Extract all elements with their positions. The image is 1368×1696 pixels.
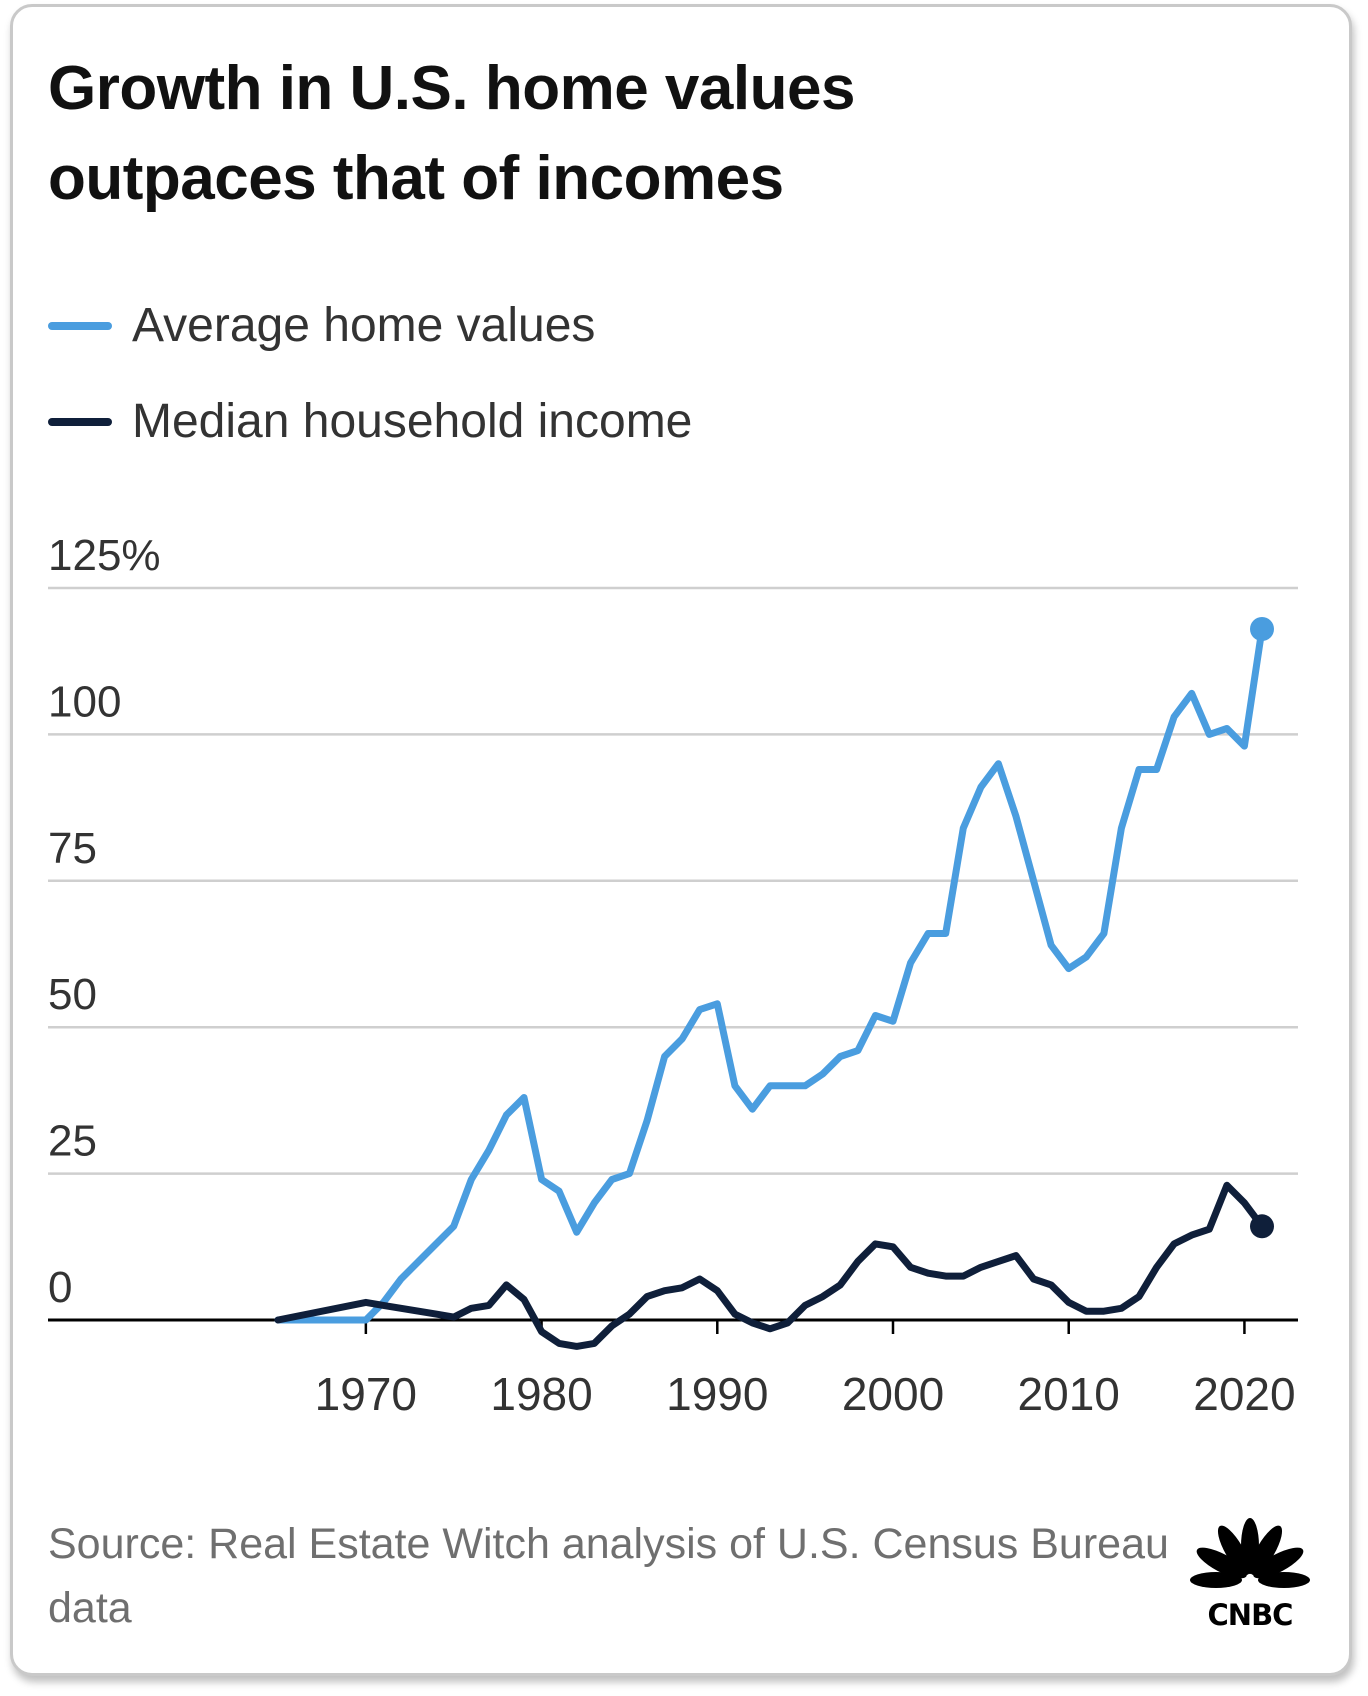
cnbc-logo-text: CNBC bbox=[1207, 1598, 1294, 1632]
series-line-household-income bbox=[274, 1181, 1266, 1350]
legend-label-household-income: Median household income bbox=[132, 395, 693, 448]
chart-title-line-1: Growth in U.S. home values bbox=[48, 54, 855, 123]
chart-card bbox=[10, 4, 1352, 1676]
x-tick-label-2000: 2000 bbox=[842, 1368, 944, 1420]
series-line-home-values bbox=[274, 625, 1266, 1324]
cnbc-logo: CNBC bbox=[1180, 1516, 1320, 1636]
series-end-marker-household-income bbox=[1250, 1214, 1274, 1239]
legend-swatch-household-income bbox=[48, 418, 112, 426]
line-chart: 0 25 50 75 100 125% 1970 1980 1990 2000 2010 2020 bbox=[48, 531, 1298, 1420]
cnbc-peacock-icon bbox=[1190, 1518, 1310, 1597]
x-axis-tick-labels: 1970 1980 1990 2000 2010 2020 bbox=[315, 1320, 1296, 1420]
grid-lines bbox=[48, 586, 1298, 1322]
x-tick-label-2010: 2010 bbox=[1018, 1368, 1120, 1420]
y-axis-tick-labels: 0 25 50 75 100 125% bbox=[48, 531, 161, 1312]
chart-series bbox=[274, 616, 1274, 1350]
y-tick-label-100: 100 bbox=[48, 677, 121, 726]
chart-title-line-2: outpaces that of incomes bbox=[48, 144, 784, 213]
legend-label-home-values: Average home values bbox=[132, 299, 596, 352]
x-tick-label-2020: 2020 bbox=[1193, 1368, 1295, 1420]
chart-title: Growth in U.S. home values outpaces that… bbox=[48, 44, 1248, 224]
y-tick-label-25: 25 bbox=[48, 1117, 97, 1166]
x-tick-label-1990: 1990 bbox=[666, 1368, 768, 1420]
source-note: Source: Real Estate Witch analysis of U.… bbox=[48, 1520, 1169, 1632]
y-tick-label-0: 0 bbox=[48, 1263, 72, 1312]
x-tick-label-1980: 1980 bbox=[490, 1368, 592, 1420]
series-end-marker-home-values bbox=[1250, 616, 1274, 641]
y-tick-label-125: 125% bbox=[48, 531, 161, 580]
y-tick-label-75: 75 bbox=[48, 824, 97, 873]
x-tick-label-1970: 1970 bbox=[315, 1368, 417, 1420]
y-tick-label-50: 50 bbox=[48, 970, 97, 1019]
legend-swatch-home-values bbox=[48, 322, 112, 330]
